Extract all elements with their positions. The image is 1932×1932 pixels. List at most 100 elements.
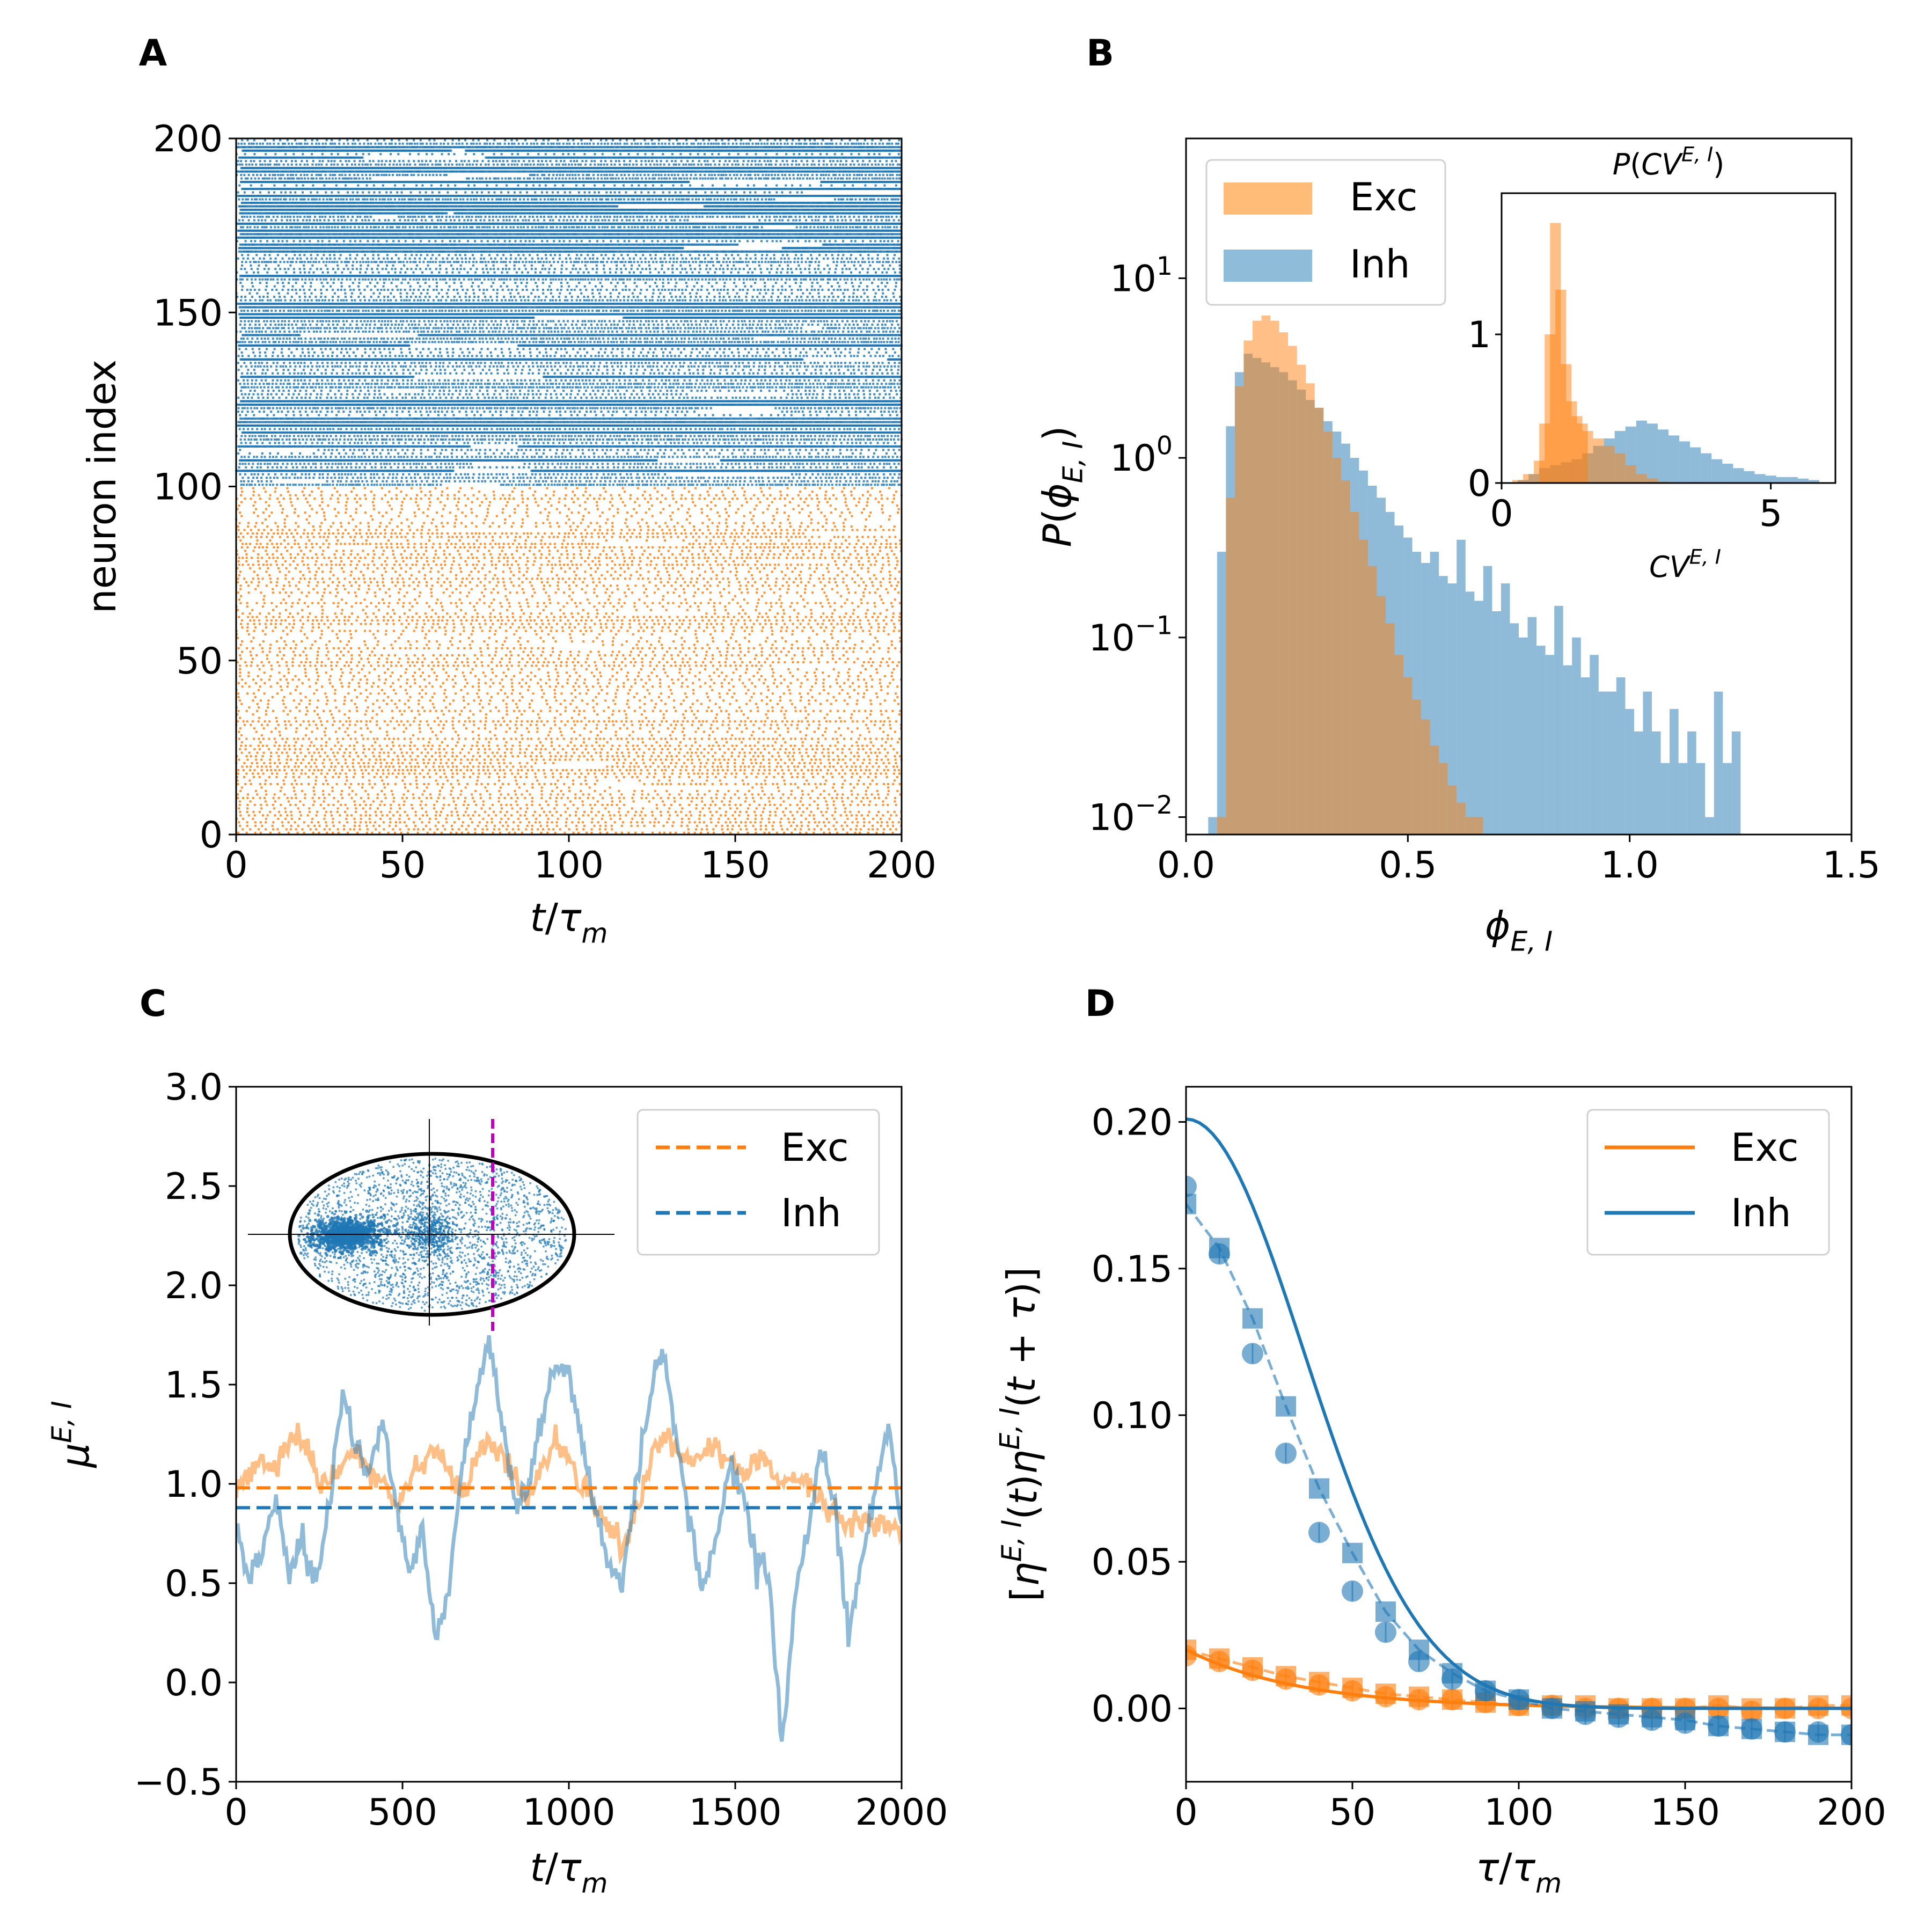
spike-dot xyxy=(255,731,258,733)
spike-dot xyxy=(690,783,692,785)
spike-dot xyxy=(294,745,296,747)
spike-dot xyxy=(898,773,901,775)
spike-dot xyxy=(691,745,693,747)
spike-dot xyxy=(550,738,552,740)
spike-dot xyxy=(859,766,861,768)
spike-dot xyxy=(606,741,609,743)
spike-dot xyxy=(431,745,434,747)
spike-dot xyxy=(480,797,482,799)
spike-dot xyxy=(447,814,449,816)
spike-dot xyxy=(832,759,835,761)
spike-dot xyxy=(419,731,421,733)
spike-dot xyxy=(382,814,384,816)
spike-dot xyxy=(325,741,327,743)
spike-dot xyxy=(605,727,607,729)
spike-dot xyxy=(692,689,694,691)
spike-dot xyxy=(880,710,882,712)
spike-dot xyxy=(653,738,655,740)
spike-dot xyxy=(384,804,386,806)
spike-dot xyxy=(359,804,361,806)
spike-dot xyxy=(617,755,619,757)
spike-dot xyxy=(597,734,599,736)
spike-dot xyxy=(500,811,502,813)
spike-dot xyxy=(654,821,656,823)
spike-dot xyxy=(428,759,430,761)
spike-dot xyxy=(808,724,810,726)
spike-dot xyxy=(248,752,251,754)
spike-dot xyxy=(297,807,299,809)
spike-dot xyxy=(817,727,819,729)
spike-dot xyxy=(720,783,722,785)
spike-dot xyxy=(810,759,813,761)
spike-dot xyxy=(804,738,807,740)
spike-dot xyxy=(451,755,453,757)
spike-dot xyxy=(735,745,737,747)
spike-dot xyxy=(738,752,741,754)
spike-dot xyxy=(638,748,640,750)
spike-dot xyxy=(481,828,484,830)
spike-dot xyxy=(828,755,830,757)
spike-dot xyxy=(721,828,723,830)
spike-dot xyxy=(682,720,684,722)
spike-dot xyxy=(543,769,545,771)
spike-dot xyxy=(683,727,685,729)
spike-dot xyxy=(479,762,481,764)
spike-dot xyxy=(327,783,329,785)
spike-dot xyxy=(300,752,302,754)
spike-dot xyxy=(648,748,650,750)
spike-dot xyxy=(696,804,698,806)
spike-dot xyxy=(467,804,470,806)
spike-dot xyxy=(352,790,354,792)
spike-dot xyxy=(356,741,358,743)
spike-dot xyxy=(587,759,589,761)
spike-dot xyxy=(517,828,519,830)
spike-dot xyxy=(843,738,845,740)
spike-dot xyxy=(244,783,246,785)
spike-dot xyxy=(290,828,292,830)
spike-dot xyxy=(409,745,411,747)
spike-dot xyxy=(467,703,470,705)
spike-dot xyxy=(321,685,323,687)
spike-dot xyxy=(663,804,665,806)
spike-dot xyxy=(293,699,295,701)
spike-dot xyxy=(596,727,598,729)
spike-dot xyxy=(273,797,275,799)
spike-dot xyxy=(264,797,266,799)
spike-dot xyxy=(433,766,435,768)
spike-dot xyxy=(258,717,260,719)
spike-dot xyxy=(500,818,502,820)
spike-dot xyxy=(641,797,643,799)
spike-dot xyxy=(576,828,578,830)
spike-dot xyxy=(707,752,709,754)
spike-dot xyxy=(266,745,268,747)
spike-dot xyxy=(613,814,616,816)
spike-dot xyxy=(652,783,654,785)
spike-dot xyxy=(516,727,518,729)
spike-dot xyxy=(277,759,280,761)
spike-dot xyxy=(479,821,481,823)
spike-dot xyxy=(632,745,634,747)
spike-dot xyxy=(648,773,650,775)
spike-dot xyxy=(683,832,685,834)
spike-dot xyxy=(562,793,565,795)
spike-dot xyxy=(689,821,691,823)
spike-dot xyxy=(425,825,427,827)
spike-dot xyxy=(241,752,243,754)
spike-dot xyxy=(618,710,620,712)
spike-dot xyxy=(529,793,531,795)
spike-dot xyxy=(554,696,556,698)
spike-dot xyxy=(425,692,427,694)
spike-dot xyxy=(693,773,695,775)
spike-dot xyxy=(616,689,618,691)
spike-dot xyxy=(536,759,538,761)
spike-dot xyxy=(878,766,880,768)
spike-dot xyxy=(361,786,363,788)
spike-dot xyxy=(239,748,241,750)
spike-dot xyxy=(739,811,741,813)
spike-dot xyxy=(612,710,614,712)
spike-dot xyxy=(706,720,708,722)
spike-dot xyxy=(606,773,609,775)
spike-dot xyxy=(641,821,643,823)
spike-dot xyxy=(463,773,465,775)
spike-dot xyxy=(560,755,562,757)
